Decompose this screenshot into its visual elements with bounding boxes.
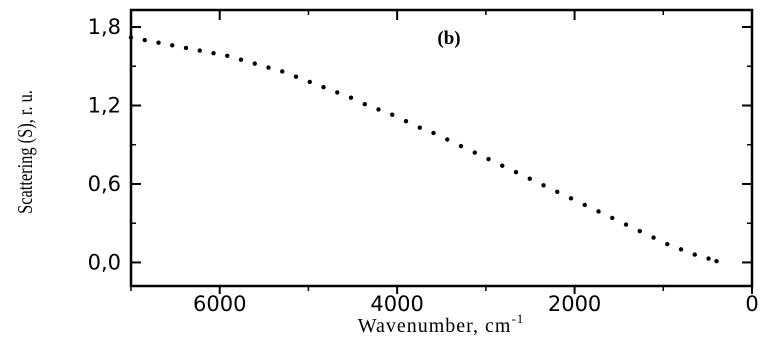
data-point — [280, 69, 285, 74]
data-point — [568, 196, 574, 201]
data-point — [183, 45, 189, 51]
data-point — [362, 101, 367, 107]
data-point — [500, 163, 505, 168]
x-tick-label: 0 — [745, 292, 758, 316]
panel-label: (b) — [437, 28, 460, 49]
y-tick-label: 1,2 — [88, 93, 121, 117]
data-point — [651, 235, 656, 240]
data-point — [211, 50, 216, 56]
data-point — [403, 118, 409, 124]
axis-ticks — [130, 10, 753, 294]
y-tick-label: 0,0 — [88, 250, 121, 274]
y-axis-title: Scattering (S), r. u. — [14, 90, 37, 214]
data-point — [445, 137, 450, 142]
x-tick-label: 2000 — [548, 292, 601, 316]
data-point — [376, 107, 381, 112]
data-point — [665, 241, 670, 247]
data-point — [458, 143, 464, 149]
data-point — [197, 48, 202, 53]
data-point — [431, 130, 436, 136]
tick-labels: 0,0 0,6 1,2 1,8 6000 4000 2000 0 — [88, 15, 759, 316]
plot-frame — [129, 8, 754, 288]
data-point — [238, 57, 244, 62]
data-point — [610, 215, 615, 221]
x-axis-title: Wavenumber, cm-1 — [358, 311, 525, 337]
data-point — [348, 95, 354, 100]
y-tick-label: 0,6 — [88, 172, 121, 196]
data-point — [170, 43, 175, 48]
data-point — [527, 176, 532, 181]
data-point — [417, 125, 422, 130]
data-point — [637, 228, 642, 234]
x-axis-title-superscript: -1 — [511, 311, 524, 326]
x-axis-title-text: Wavenumber, cm — [358, 315, 512, 337]
data-point — [142, 37, 147, 43]
data-point — [472, 150, 477, 155]
data-point — [706, 256, 711, 261]
data-point — [714, 258, 719, 264]
x-tick-label: 4000 — [370, 292, 423, 316]
data-point — [541, 183, 546, 188]
data-point — [225, 53, 230, 58]
y-tick-label: 1,8 — [88, 15, 121, 39]
data-point — [596, 209, 601, 214]
data-point — [582, 202, 587, 208]
data-point — [156, 40, 161, 45]
data-point — [335, 90, 340, 95]
data-point — [678, 247, 684, 252]
data-point — [390, 112, 395, 117]
data-series — [128, 35, 719, 264]
data-point — [692, 252, 697, 257]
data-point — [555, 189, 560, 195]
data-point — [513, 169, 519, 175]
data-point — [307, 79, 312, 85]
data-point — [321, 84, 326, 90]
data-point — [252, 61, 257, 66]
data-point — [623, 222, 629, 227]
data-point — [486, 156, 491, 162]
data-point — [293, 74, 299, 79]
x-tick-label: 6000 — [193, 292, 246, 316]
data-point — [266, 65, 271, 70]
